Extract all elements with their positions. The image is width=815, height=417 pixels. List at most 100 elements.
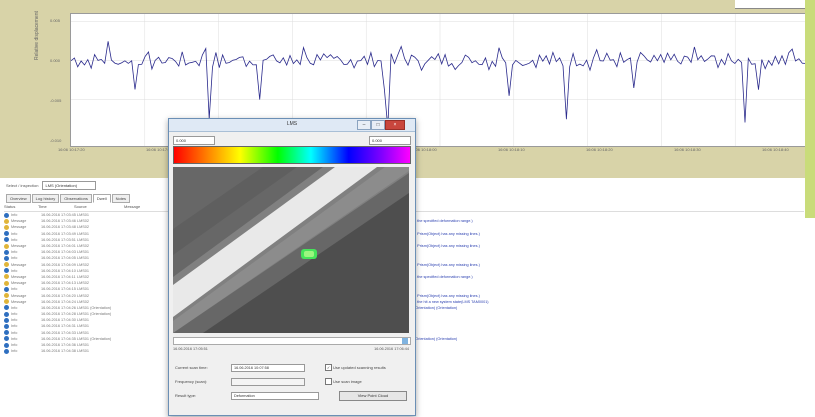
log-row[interactable]: Message 16.06.2016 17:04:11 LMS02 a the spe… (4, 274, 804, 280)
col-status[interactable]: Status (4, 204, 16, 209)
log-time: 16.06.2016 17:04:09 (41, 262, 76, 267)
col-source[interactable]: Source (74, 204, 87, 209)
log-row[interactable]: Info 16.06.2016 17:04:03 LMS01 (4, 249, 804, 255)
log-message: 1 Prism(Object) has any missing lines.) (414, 231, 480, 236)
x-tick: 16:06 10:18:40 (762, 147, 789, 152)
log-row[interactable]: Info 16.06.2016 17:04:05 LMS01 (4, 255, 804, 261)
log-type: Message (11, 293, 27, 298)
log-row[interactable]: Message 16.06.2016 17:04:24 LMS02 a the hit… (4, 299, 804, 305)
log-source: LMS02 (77, 244, 90, 249)
result-type-select[interactable]: Deformation (231, 392, 319, 400)
log-source: LMS01 (77, 343, 90, 348)
log-message: (Orientation) (Orientation) (414, 336, 458, 341)
log-type: Info (11, 343, 18, 348)
log-row[interactable]: Info 16.06.2016 17:04:28 LMS01 (Orientatio… (4, 311, 804, 317)
log-time: 16.06.2016 17:03:45 (41, 213, 76, 218)
log-row[interactable]: Info 16.06.2016 17:03:51 LMS01 (4, 237, 804, 243)
warning-icon (4, 262, 9, 268)
log-time: 16.06.2016 17:04:38 (41, 349, 76, 354)
log-row[interactable]: Info 16.06.2016 17:04:35 LMS01 (Orientatio… (4, 336, 804, 342)
log-row[interactable]: Message 16.06.2016 17:03:46 LMS02 a the spe… (4, 218, 804, 224)
log-type: Message (11, 299, 27, 304)
log-type: Message (11, 244, 27, 249)
log-row[interactable]: Info 16.06.2016 17:04:38 LMS01 (4, 348, 804, 354)
tab-item[interactable]: Log history (31, 194, 60, 203)
info-icon (4, 255, 9, 261)
log-row[interactable]: Message 16.06.2016 17:04:09 LMS02 1 Prism(O… (4, 262, 804, 268)
col-time[interactable]: Time (38, 204, 47, 209)
log-row[interactable]: Message 16.06.2016 17:04:20 LMS02 1 Prism(O… (4, 292, 804, 299)
x-tick: 16:06 10:18:10 (498, 147, 525, 152)
info-icon (4, 330, 9, 336)
x-tick: 16:06 10:18:30 (674, 147, 701, 152)
log-row[interactable]: Info 16.06.2016 17:04:30 LMS01 (4, 317, 804, 323)
warning-icon (4, 243, 9, 249)
top-strip (735, 0, 805, 9)
log-type: Info (11, 213, 18, 218)
log-row[interactable]: Info 16.06.2016 17:03:45 LMS01 (4, 212, 804, 218)
x-tick: 16:06 10:18:20 (586, 147, 613, 152)
log-source: LMS01 (77, 231, 90, 236)
info-icon (4, 268, 9, 274)
log-row[interactable]: Info 16.06.2016 17:04:31 LMS01 (4, 323, 804, 329)
dialog-titlebar[interactable]: LMS – □ × (169, 119, 415, 132)
log-time: 16.06.2016 17:04:05 (41, 256, 76, 261)
updated-results-checkbox[interactable]: ✓ (325, 364, 332, 371)
log-message: 1 Prism(Object) has any missing lines.) (414, 244, 480, 249)
log-type: Info (11, 250, 18, 255)
time-slider[interactable] (173, 337, 411, 345)
current-scan-field[interactable]: 16.06.2016 10:07:58 (231, 364, 305, 372)
tab-item[interactable]: Notes (111, 194, 131, 203)
view-point-cloud-button[interactable]: View Point Cloud (339, 391, 407, 401)
info-icon (4, 311, 9, 317)
updated-results-label: Use updated scanning results (333, 365, 386, 370)
log-source: LMS01 (77, 318, 90, 323)
max-value-field[interactable]: 0.000 (369, 136, 411, 145)
tab-item[interactable]: Observations (60, 194, 92, 203)
close-icon[interactable]: × (385, 120, 405, 130)
log-row[interactable]: Info 16.06.2016 17:04:10 LMS01 (4, 268, 804, 274)
time-start: 16.06.2016 17:05:51 (173, 347, 208, 351)
log-source: LMS01 (77, 287, 90, 292)
log-time: 16.06.2016 17:04:11 (41, 274, 76, 279)
log-time: 16.06.2016 17:04:15 (41, 287, 76, 292)
min-value-field[interactable]: 0.000 (173, 136, 215, 145)
log-time: 16.06.2016 17:04:13 (41, 281, 76, 286)
log-source: LMS01 (77, 250, 90, 255)
log-row[interactable]: Message 16.06.2016 17:03:48 LMS02 (4, 224, 804, 230)
log-row[interactable]: Message 16.06.2016 17:04:13 LMS02 (4, 280, 804, 286)
maximize-icon[interactable]: □ (371, 120, 385, 130)
log-source: LMS02 (77, 219, 90, 224)
scan-image-checkbox[interactable] (325, 378, 332, 385)
log-row[interactable]: Info 16.06.2016 17:04:33 LMS01 (4, 330, 804, 336)
log-type: Message (11, 281, 27, 286)
log-time: 16.06.2016 17:04:31 (41, 324, 76, 329)
log-message: a the specified deformation range.) (414, 219, 473, 224)
tab-item[interactable]: Dwell (92, 194, 111, 203)
log-row[interactable]: Info 16.06.2016 17:04:26 LMS01 (Orientatio… (4, 305, 804, 311)
log-source: LMS01 (77, 256, 90, 261)
log-type: Info (11, 312, 18, 317)
info-icon (4, 249, 9, 255)
tab-bar: Overview Log history Observations Dwell Note… (6, 194, 131, 203)
scan-image[interactable] (173, 167, 409, 333)
inspection-select[interactable]: LMS (Orientation) (42, 180, 97, 190)
tab-item[interactable]: Overview (6, 194, 31, 203)
minimize-icon[interactable]: – (357, 120, 371, 130)
log-row[interactable]: Info 16.06.2016 17:04:15 LMS01 (4, 286, 804, 292)
info-icon (4, 212, 9, 218)
y-tick: -0.010 (50, 138, 62, 143)
col-message[interactable]: Message (124, 204, 141, 209)
current-scan-label: Current scan time: (175, 365, 208, 370)
frequency-slider[interactable] (231, 378, 305, 386)
info-icon (4, 317, 9, 323)
slider-thumb[interactable] (402, 338, 408, 344)
log-time: 16.06.2016 17:04:33 (41, 330, 76, 335)
log-time: 16.06.2016 17:04:10 (41, 268, 76, 273)
log-row[interactable]: Info 16.06.2016 17:04:36 LMS01 (4, 342, 804, 348)
log-row[interactable]: Message 16.06.2016 17:04:01 LMS02 1 Prism(O… (4, 243, 804, 249)
log-time: 16.06.2016 17:04:24 (41, 299, 76, 304)
log-time: 16.06.2016 17:04:01 (41, 244, 76, 249)
log-type: Info (11, 349, 18, 354)
log-row[interactable]: Info 16.06.2016 17:03:49 LMS01 1 Prism(Obje… (4, 231, 804, 237)
